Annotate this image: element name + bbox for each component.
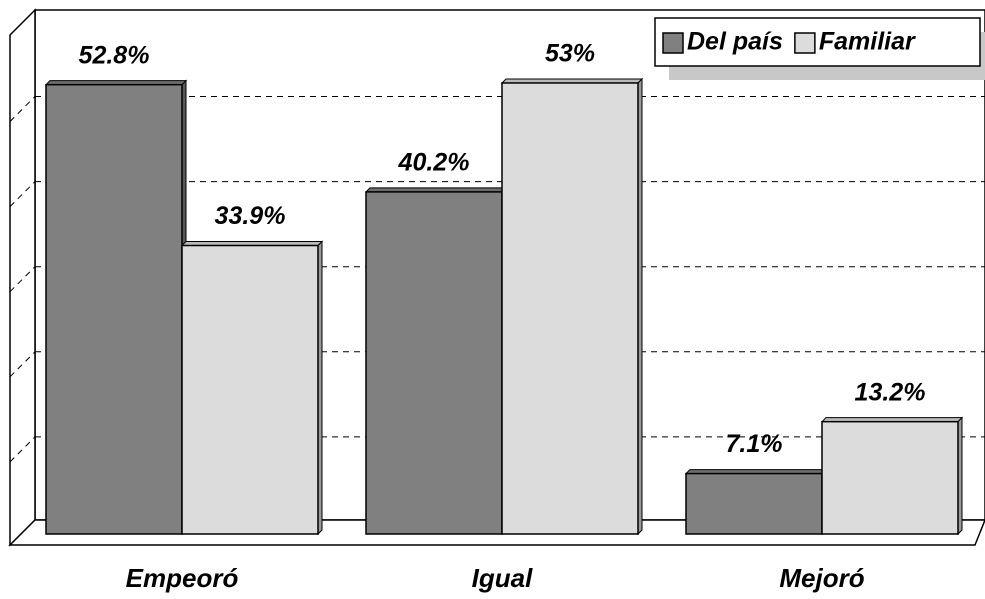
legend — [654, 17, 981, 67]
legend-swatch — [662, 32, 684, 54]
side-grid-line — [9, 436, 36, 463]
legend-swatch — [794, 32, 816, 54]
side-grid-line — [9, 351, 36, 378]
data-label: 40.2% — [398, 149, 470, 177]
data-label: 53% — [545, 40, 595, 68]
x-tick-label: Mejoró — [779, 563, 864, 593]
x-tick-label: Igual — [472, 563, 533, 593]
side-grid-line — [9, 181, 36, 207]
data-label: 52.8% — [79, 41, 150, 69]
data-label: 7.1% — [726, 430, 783, 458]
bar — [685, 472, 823, 535]
legend-label: Del país — [687, 28, 783, 56]
bar — [181, 244, 319, 535]
bar — [501, 82, 639, 535]
side-wall — [9, 8, 36, 547]
data-label: 13.2% — [855, 378, 926, 406]
legend-label: Familiar — [819, 28, 916, 56]
side-grid-line — [9, 96, 36, 122]
bar — [45, 83, 183, 535]
side-grid-line — [9, 266, 36, 293]
bar — [821, 420, 959, 535]
x-tick-label: Empeoró — [126, 563, 239, 593]
data-label: 33.9% — [215, 202, 286, 230]
bar — [365, 191, 503, 535]
